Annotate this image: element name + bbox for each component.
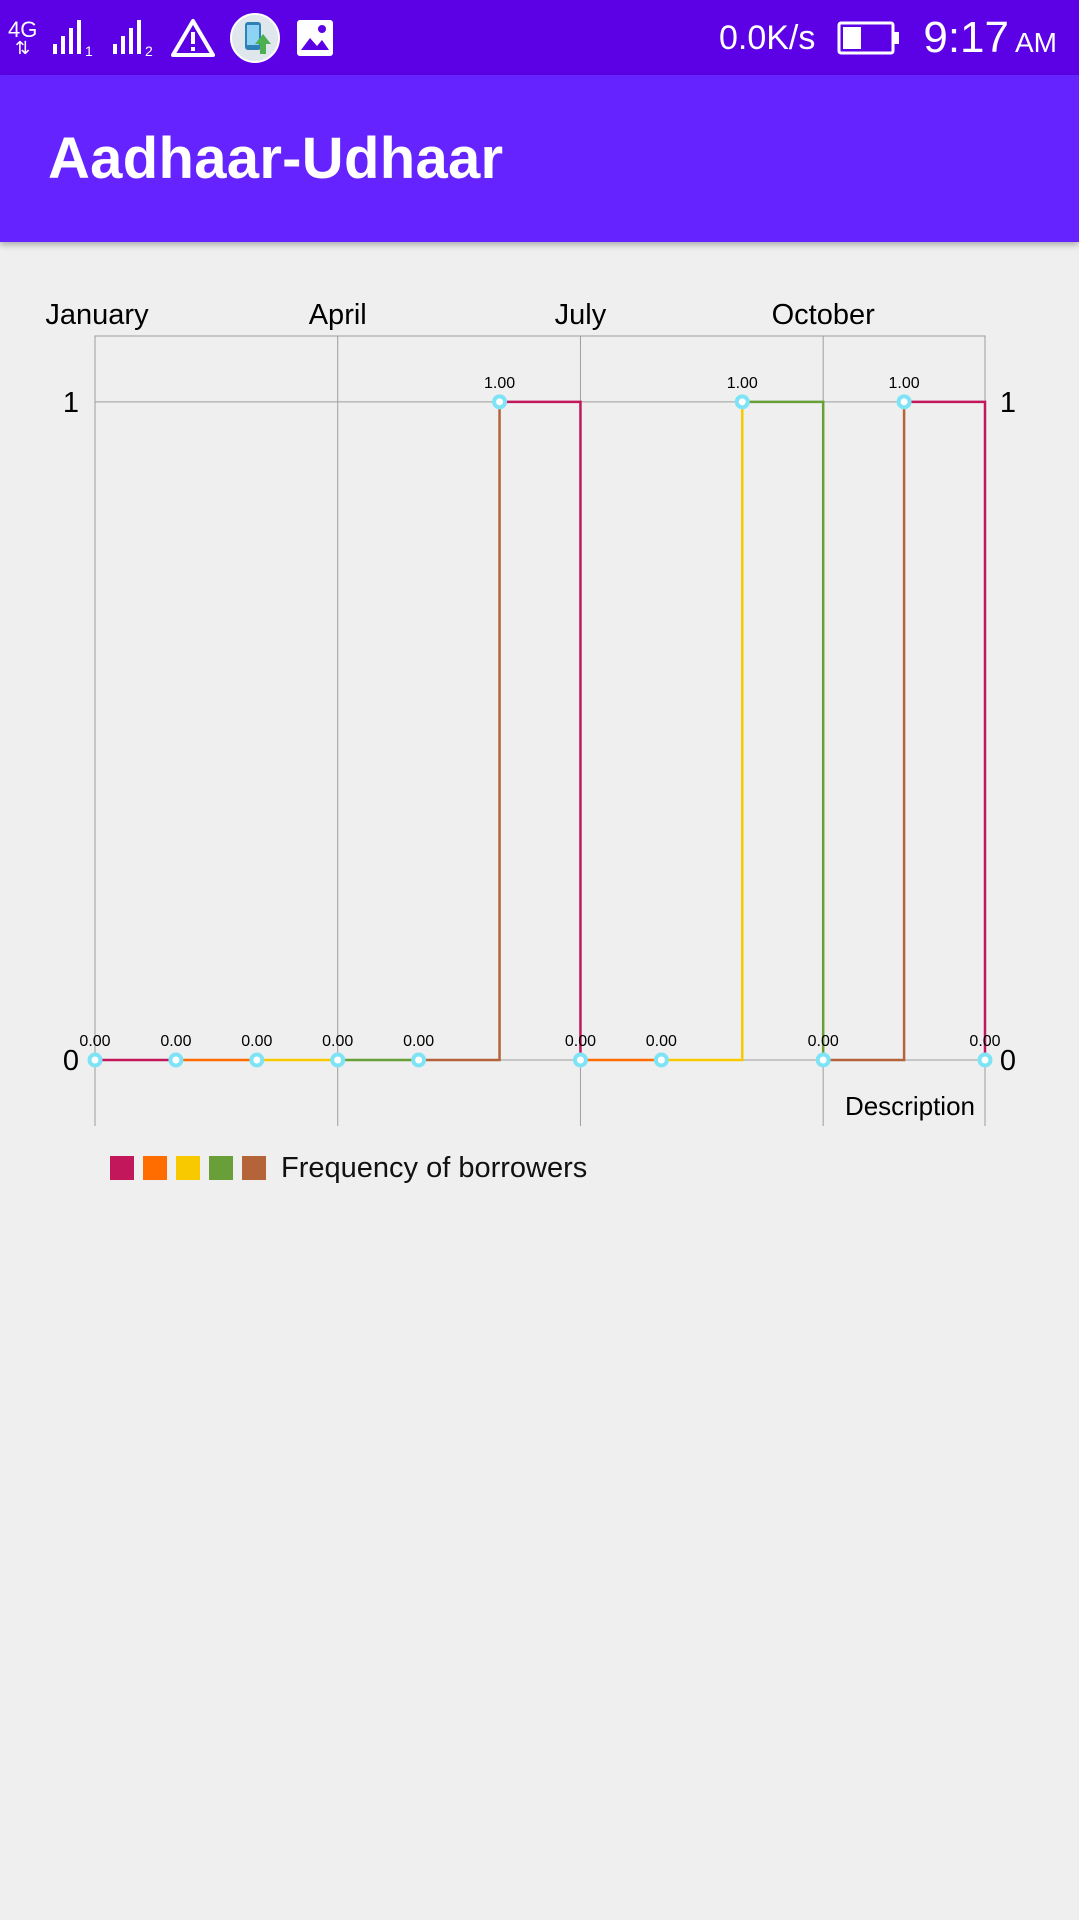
clock-ampm: AM [1015,27,1057,58]
data-point [87,1052,103,1068]
legend-label: Frequency of borrowers [281,1151,588,1184]
legend-swatch [242,1156,266,1180]
data-value-label: 0.00 [241,1033,272,1050]
app-title: Aadhaar-Udhaar [48,126,504,191]
network-indicator: 4G ⇅ [8,17,38,58]
data-point [411,1052,427,1068]
data-value-label: 1.00 [484,375,515,392]
data-value-label: 0.00 [403,1033,434,1050]
data-point [734,394,750,410]
sim2-index: 2 [145,43,153,58]
status-right: 0.0K/s 9:17 AM [719,10,1057,66]
data-speed: 0.0K/s [718,18,816,57]
series-step-segment [499,400,582,1060]
data-point [492,394,508,410]
series-step-segment [823,401,906,1062]
x-tick-label: July [555,299,607,331]
data-value-label: 0.00 [646,1033,677,1050]
network-type: 4G [8,17,38,42]
data-point [653,1052,669,1068]
series-step-segment [742,400,825,1060]
chart-description: Description [845,1091,975,1121]
y-tick-label-right: 0 [1000,1045,1016,1077]
clock-time: 9:17 [923,13,1009,62]
status-bar: 4G ⇅ 1 2 [0,0,1079,75]
data-value-label: 1.00 [889,375,920,392]
legend-swatch [110,1156,134,1180]
data-value-label: 0.00 [565,1033,596,1050]
data-value-label: 0.00 [160,1033,191,1050]
data-point [977,1052,993,1068]
legend-swatch [176,1156,200,1180]
clock: 9:17 AM [923,13,1057,63]
data-point [168,1052,184,1068]
data-value-label: 0.00 [79,1033,110,1050]
data-value-label: 1.00 [727,375,758,392]
warning-icon [171,18,216,58]
series-step-segment [904,400,987,1060]
signal-sim2-icon: 2 [111,18,157,58]
plot-frame [94,335,986,1061]
app-bar: Aadhaar-Udhaar [0,75,1079,242]
battery-icon [837,21,901,55]
signal-sim1-icon: 1 [51,18,97,58]
series-step-segment [661,401,744,1062]
data-point [572,1052,588,1068]
legend-swatch [209,1156,233,1180]
series-step-segment [418,401,501,1062]
data-point [896,394,912,410]
data-arrows-icon: ⇅ [15,38,31,58]
y-tick-label-right: 1 [1000,387,1016,419]
x-tick-label: January [45,299,149,331]
phone-update-icon [229,12,281,64]
data-value-label: 0.00 [322,1033,353,1050]
y-tick-label-left: 0 [63,1045,79,1077]
legend-swatches [110,1156,275,1180]
legend-swatch [143,1156,167,1180]
chart-legend: Frequency of borrowers [110,1148,587,1188]
x-tick-label: April [309,299,367,331]
data-point [330,1052,346,1068]
y-tick-label-left: 1 [63,387,79,419]
data-point [815,1052,831,1068]
borrowers-chart: January April July October 0 0 1 1 0.00 0.00 0.00 0… [45,299,1016,1126]
x-tick-label: October [772,299,875,331]
status-left: 4G ⇅ 1 2 [8,10,335,66]
sim1-index: 1 [85,43,93,58]
data-value-label: 0.00 [969,1033,1000,1050]
data-point [249,1052,265,1068]
image-icon [295,18,335,58]
data-value-label: 0.00 [808,1033,839,1050]
